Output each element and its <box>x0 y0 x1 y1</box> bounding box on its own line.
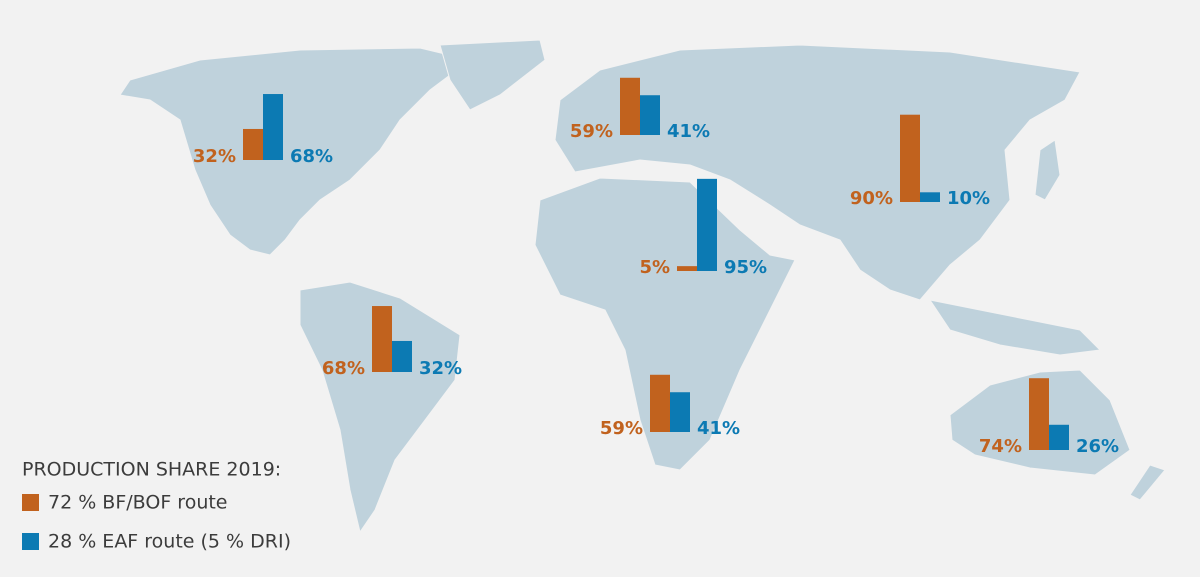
bar <box>697 178 717 271</box>
north-america <box>119 47 472 256</box>
bar <box>372 306 392 372</box>
bar <box>670 392 690 432</box>
new-zealand <box>1129 464 1166 501</box>
eurasia <box>554 44 1081 301</box>
japan <box>1034 139 1061 201</box>
legend-swatch <box>22 494 39 511</box>
bar <box>243 128 263 160</box>
bar <box>650 374 670 432</box>
value-label: 68% <box>290 146 333 167</box>
bar <box>1029 378 1049 450</box>
bar <box>263 94 283 160</box>
value-label: 5% <box>639 257 670 278</box>
greenland <box>439 39 546 111</box>
bar <box>640 95 660 135</box>
south-america <box>299 281 461 534</box>
bar <box>677 266 697 271</box>
value-label: 10% <box>947 188 990 209</box>
legend-swatch <box>22 533 39 550</box>
africa <box>534 177 796 471</box>
bar <box>920 192 940 202</box>
legend-label: 28 % EAF route (5 % DRI) <box>48 531 291 553</box>
value-label: 95% <box>724 257 767 278</box>
value-label: 26% <box>1076 436 1119 457</box>
value-label: 32% <box>419 358 462 379</box>
value-label: 41% <box>667 121 710 142</box>
bar <box>1049 424 1069 450</box>
legend: PRODUCTION SHARE 2019: 72 % BF/BOF route… <box>22 459 291 553</box>
value-label: 90% <box>850 188 893 209</box>
value-label: 41% <box>697 418 740 439</box>
bar <box>900 114 920 202</box>
value-label: 59% <box>570 121 613 142</box>
bar <box>392 340 412 372</box>
indonesia <box>928 299 1102 356</box>
bar <box>620 77 640 135</box>
value-label: 74% <box>979 436 1022 457</box>
legend-label: 72 % BF/BOF route <box>48 492 228 514</box>
value-label: 59% <box>600 418 643 439</box>
value-label: 32% <box>193 146 236 167</box>
value-label: 68% <box>322 358 365 379</box>
legend-title: PRODUCTION SHARE 2019: <box>22 459 281 481</box>
